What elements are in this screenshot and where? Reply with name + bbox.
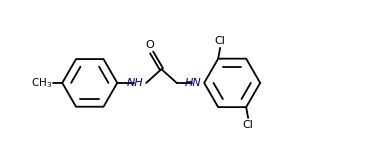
Text: Cl: Cl	[243, 120, 254, 130]
Text: HN: HN	[185, 78, 201, 88]
Text: Cl: Cl	[215, 36, 226, 46]
Text: NH: NH	[126, 78, 143, 88]
Text: O: O	[145, 40, 154, 50]
Text: CH$_3$: CH$_3$	[31, 76, 53, 90]
